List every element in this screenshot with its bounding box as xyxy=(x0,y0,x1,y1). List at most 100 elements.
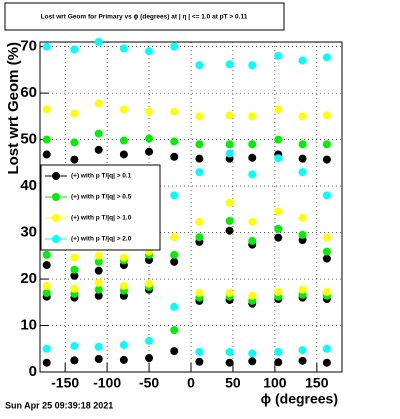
point xyxy=(170,326,179,335)
y-axis-label: Lost wrt Geom (%) xyxy=(5,42,22,175)
x-tick-label: -50 xyxy=(139,375,159,391)
point xyxy=(94,145,103,154)
point xyxy=(298,168,307,177)
point xyxy=(225,348,234,357)
point xyxy=(298,56,307,65)
point xyxy=(70,356,79,365)
point xyxy=(94,129,103,138)
point xyxy=(274,233,283,242)
point xyxy=(119,44,128,53)
point xyxy=(322,53,331,62)
point xyxy=(274,154,283,163)
point xyxy=(94,291,103,300)
point xyxy=(145,279,154,288)
point xyxy=(322,155,331,164)
point xyxy=(225,198,234,207)
point xyxy=(322,111,331,120)
point xyxy=(195,61,204,70)
point xyxy=(225,140,234,149)
point xyxy=(145,147,154,156)
point xyxy=(274,105,283,114)
point xyxy=(248,112,257,121)
point xyxy=(248,217,257,226)
point xyxy=(225,149,234,158)
point xyxy=(145,354,154,363)
x-tick-label: 100 xyxy=(263,375,287,391)
point xyxy=(119,341,128,350)
point xyxy=(119,150,128,159)
point xyxy=(42,135,51,144)
legend-marker xyxy=(52,214,60,222)
point xyxy=(195,217,204,226)
y-tick-label: 30 xyxy=(20,224,37,241)
x-axis-label: ϕ (degrees) xyxy=(261,391,338,407)
point xyxy=(298,213,307,222)
point xyxy=(195,357,204,366)
point xyxy=(170,42,179,51)
point xyxy=(42,282,51,291)
point xyxy=(248,140,257,149)
y-tick-label: 50 xyxy=(20,131,37,148)
point xyxy=(119,136,128,145)
chart-title: Lost wrt Geom for Primary vs ϕ (degrees)… xyxy=(41,14,248,21)
point xyxy=(42,261,51,270)
point xyxy=(42,42,51,51)
x-tick-label: 50 xyxy=(225,375,241,391)
point xyxy=(94,278,103,287)
point xyxy=(42,105,51,114)
point xyxy=(70,138,79,147)
legend-label: (+) with p T/|q| > 0.5 xyxy=(71,194,132,201)
point xyxy=(298,230,307,239)
point xyxy=(42,150,51,159)
point xyxy=(145,107,154,116)
point xyxy=(225,288,234,297)
point xyxy=(225,60,234,69)
point xyxy=(94,266,103,275)
legend-marker xyxy=(52,172,60,180)
legend-box xyxy=(40,164,161,251)
point xyxy=(70,265,79,274)
point xyxy=(94,342,103,351)
point xyxy=(70,253,79,262)
legend-label: (+) with p T/|q| > 0.1 xyxy=(71,173,132,180)
point xyxy=(322,140,331,149)
point xyxy=(274,224,283,233)
point xyxy=(145,336,154,345)
point xyxy=(94,38,103,46)
point xyxy=(274,348,283,357)
point xyxy=(119,282,128,291)
point xyxy=(42,358,51,367)
y-tick-label: 60 xyxy=(20,84,37,101)
point xyxy=(170,152,179,161)
x-tick-label: -150 xyxy=(51,375,79,391)
point xyxy=(248,357,257,366)
point xyxy=(322,344,331,353)
legend-label: (+) with p T/|q| > 1.0 xyxy=(71,215,132,222)
point xyxy=(322,191,331,200)
point xyxy=(70,284,79,293)
point xyxy=(195,348,204,357)
point xyxy=(94,285,103,294)
point xyxy=(322,233,331,242)
point xyxy=(70,109,79,118)
point xyxy=(195,112,204,121)
point xyxy=(170,137,179,146)
legend-label: (+) with p T/|q| > 2.0 xyxy=(71,236,132,243)
y-tick-label: 40 xyxy=(20,177,37,194)
point xyxy=(322,358,331,367)
point xyxy=(94,251,103,260)
plot-frame xyxy=(39,41,343,373)
point xyxy=(248,349,257,358)
point xyxy=(145,134,154,143)
point xyxy=(195,233,204,242)
point xyxy=(248,153,257,162)
y-tick-label: 70 xyxy=(20,38,37,55)
point xyxy=(145,47,154,56)
point xyxy=(298,112,307,121)
y-tick-label: 20 xyxy=(20,270,37,287)
point xyxy=(170,302,179,311)
point xyxy=(298,285,307,294)
point xyxy=(170,250,179,259)
point xyxy=(195,288,204,297)
